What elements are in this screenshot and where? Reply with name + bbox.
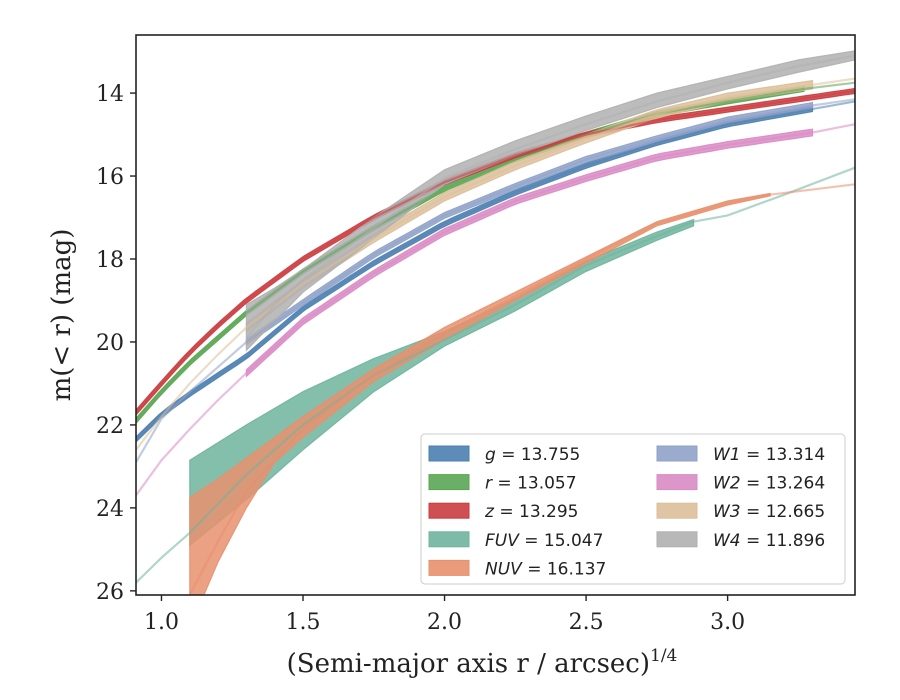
legend-item-w4: W4 = 11.896 [656,531,825,551]
legend-series-name: W2 [713,474,741,494]
legend-swatch [428,502,470,519]
x-tick-label: 2.5 [569,610,604,635]
legend-swatch [656,474,698,491]
legend-label: FUV = 15.047 [485,531,603,551]
legend-swatch [656,531,698,548]
legend-equals: = [519,531,544,551]
legend-equals: = [741,531,766,551]
y-tick-label: 22 [96,414,124,439]
y-tick-label: 16 [96,165,124,190]
legend-swatch [428,445,470,462]
x-tick-label: 1.0 [144,610,179,635]
legend-equals: = [741,502,766,522]
series-line-fuv [136,166,855,584]
legend-item-w2: W2 = 13.264 [656,474,825,494]
legend-series-value: 16.137 [547,559,606,579]
plot-frame [135,34,856,596]
legend-equals: = [741,445,766,465]
legend-swatch [656,445,698,462]
series-lines [136,54,855,595]
legend-series-value: 13.264 [766,474,825,494]
legend-series-value: 13.314 [766,445,825,465]
legend-series-name: W1 [713,445,741,465]
x-axis-label-exponent: 1/4 [650,646,677,666]
legend-swatch [656,502,698,519]
legend-label: g = 13.755 [485,445,580,465]
legend-series-name: r [485,474,493,494]
series-line-w4 [245,54,855,339]
y-tick-label: 20 [96,331,124,356]
legend-series-value: 13.295 [519,502,578,522]
legend-label: W1 = 13.314 [713,445,825,465]
legend-swatch [428,474,470,491]
legend-label: W2 = 13.264 [713,474,825,494]
y-tick-label: 24 [96,497,124,522]
legend-swatch [428,559,470,576]
legend-series-name: W4 [713,531,741,551]
series-band-w4 [245,50,855,352]
legend-label: W3 = 12.665 [713,502,825,522]
series-band-fuv [189,218,695,547]
legend: g = 13.755 r = 13.057 z = 13.295 FUV = 15.0… [420,433,846,585]
y-tick-label: 14 [96,82,124,107]
series-line-r [136,81,855,422]
x-axis-label-text: (Semi-major axis r / arcsec) [287,649,650,679]
legend-label: r = 13.057 [485,474,577,494]
legend-series-value: 12.665 [766,502,825,522]
legend-series-name: g [485,445,496,465]
series-line-z [136,89,855,414]
legend-item-w3: W3 = 12.665 [656,502,825,522]
legend-series-name: W3 [713,502,741,522]
x-axis-ticks: 1.0 1.5 2.0 2.5 3.0 [144,595,745,635]
legend-item-r: r = 13.057 [428,474,577,494]
legend-swatch [428,531,470,548]
legend-series-value: 15.047 [544,531,603,551]
legend-label: NUV = 16.137 [485,559,606,579]
legend-label: z = 13.295 [484,502,578,522]
y-tick-label: 26 [96,580,124,605]
series-line-w2 [136,123,855,497]
legend-equals: = [494,502,519,522]
series-band-g [136,105,814,443]
x-tick-label: 1.5 [286,610,321,635]
y-tick-label: 18 [96,248,124,273]
series-line-w1 [136,98,855,463]
series-line-nuv [188,183,855,595]
y-axis-label: m(< r) (mag) [47,229,77,402]
series-line-g [136,100,855,441]
legend-equals: = [496,445,521,465]
legend-series-name: FUV [485,531,520,551]
legend-frame [420,433,846,585]
legend-series-value: 11.896 [766,531,825,551]
legend-item-g: g = 13.755 [428,445,580,465]
legend-equals: = [741,474,766,494]
y-axis-ticks: 14 16 18 20 22 24 26 [96,82,136,605]
legend-series-value: 13.057 [517,474,576,494]
legend-equals: = [522,559,547,579]
legend-item-nuv: NUV = 16.137 [428,559,606,579]
legend-item-w1: W1 = 13.314 [656,445,825,465]
series-band-w2 [245,128,814,378]
series-line-w3 [136,77,855,451]
legend-equals: = [492,474,517,494]
x-tick-label: 2.0 [427,610,462,635]
legend-item-fuv: FUV = 15.047 [428,531,603,551]
legend-series-name: z [484,502,495,522]
legend-series-value: 13.755 [521,445,580,465]
series-band-nuv [189,192,771,595]
legend-label: W4 = 11.896 [713,531,825,551]
x-axis-label: (Semi-major axis r / arcsec)1/4 [287,646,678,679]
legend-item-z: z = 13.295 [428,502,578,522]
x-tick-label: 3.0 [710,610,745,635]
legend-series-name: NUV [485,559,523,579]
